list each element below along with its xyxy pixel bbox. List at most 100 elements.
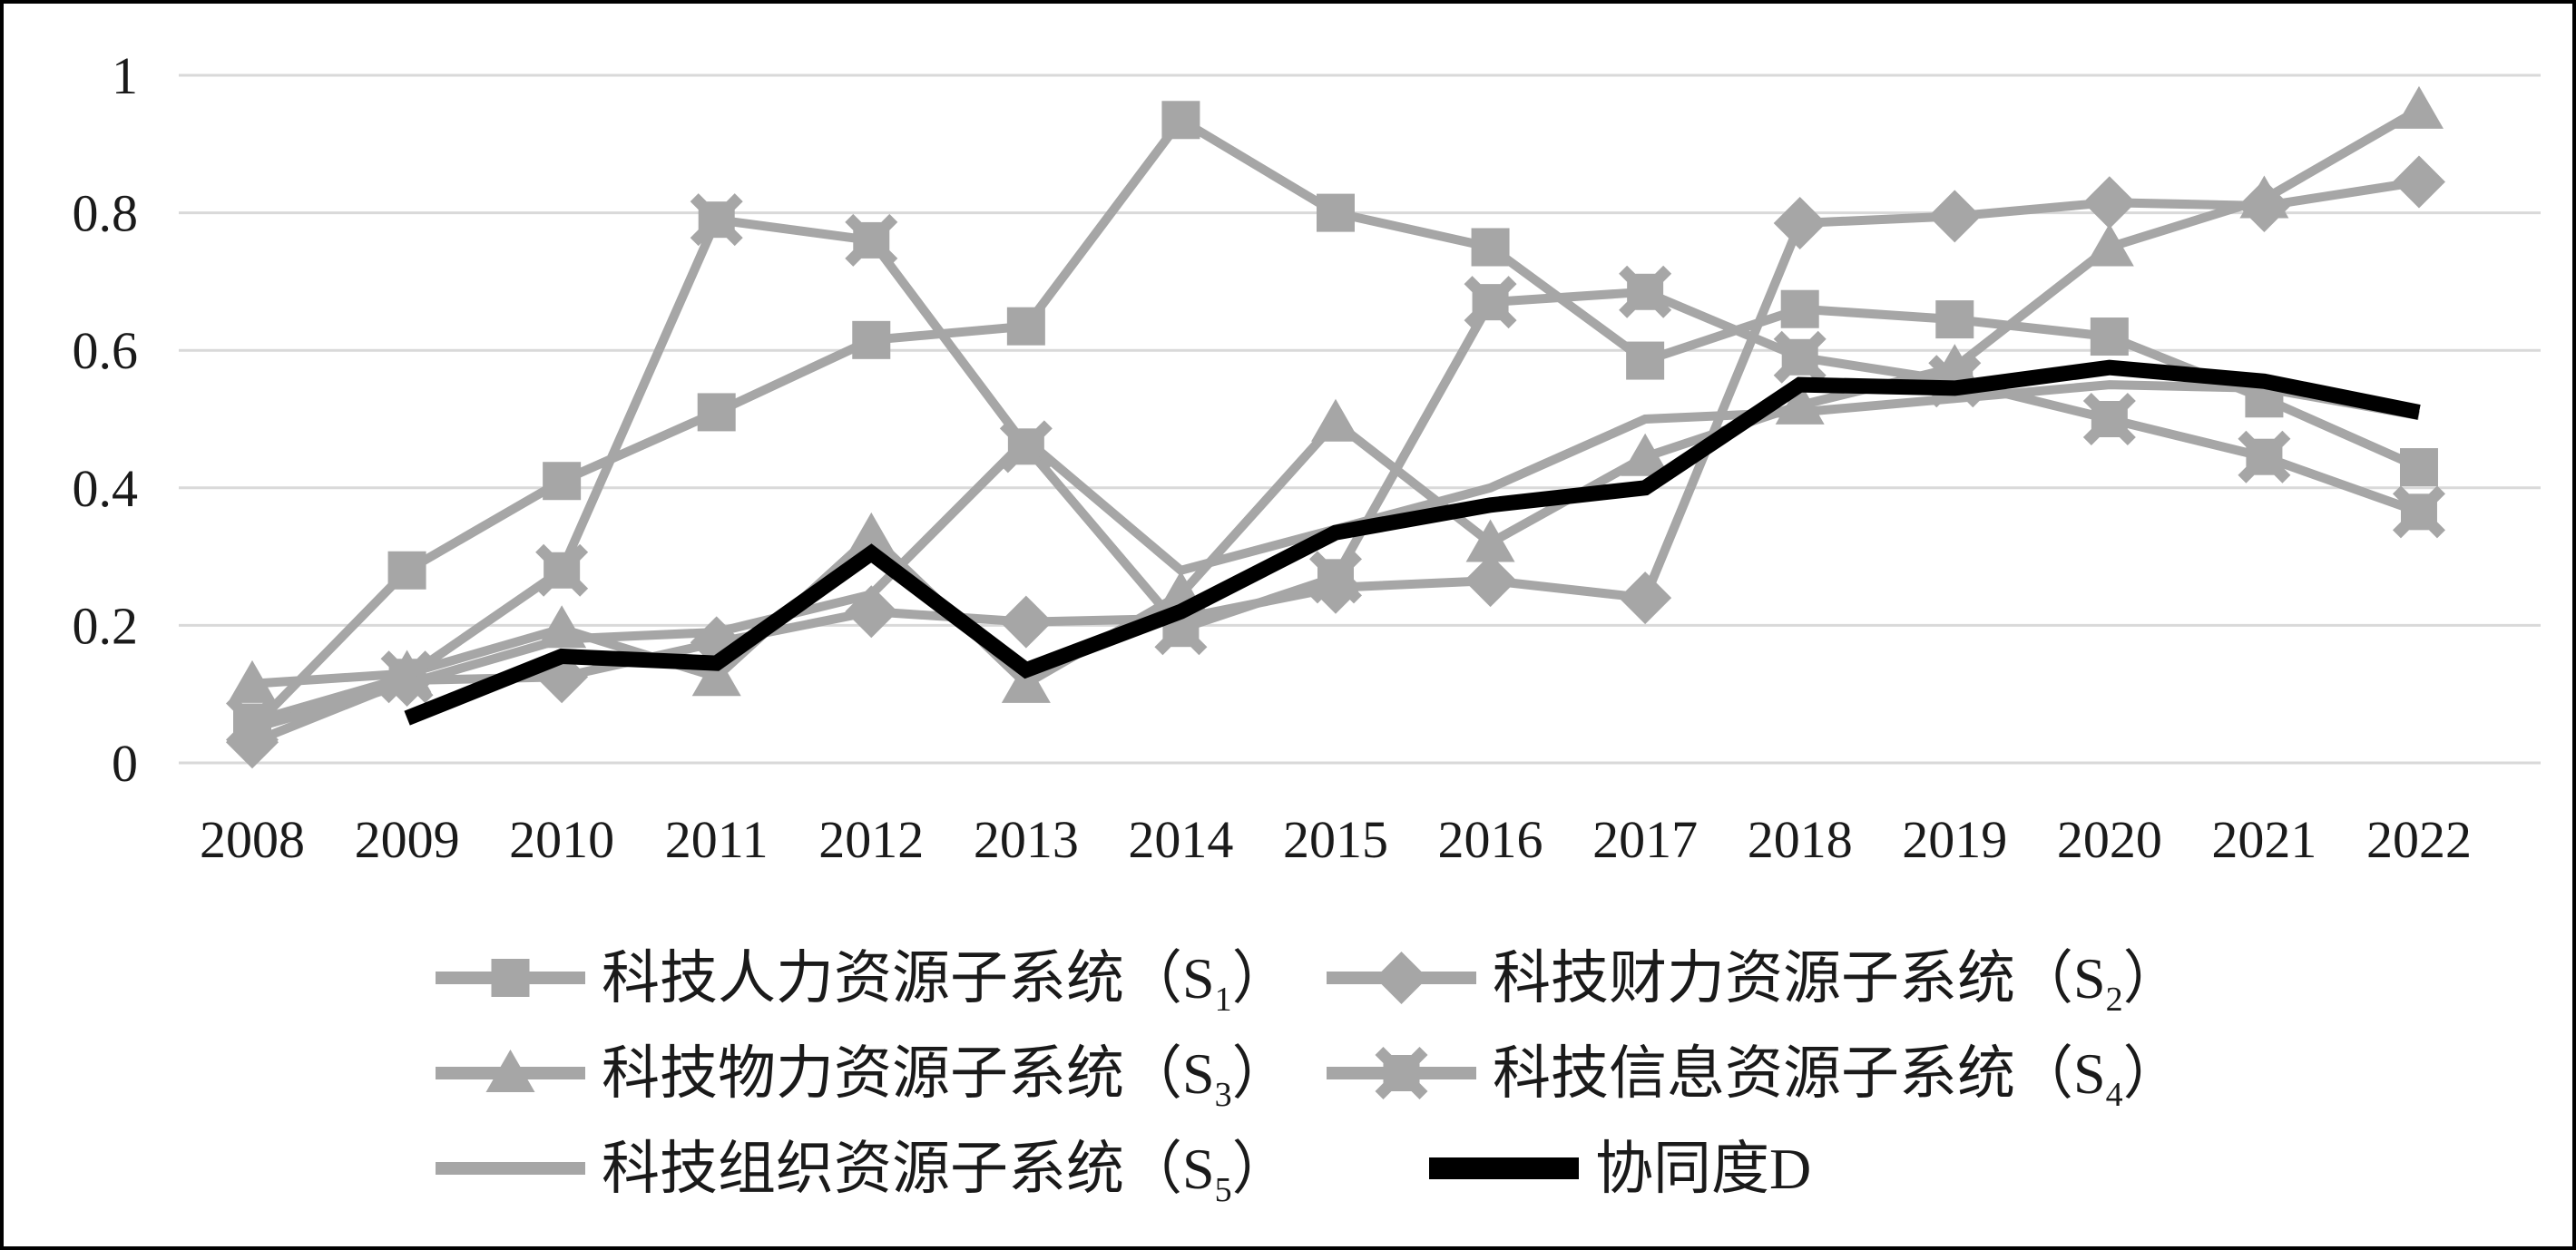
series-marker-square-ticked (2400, 493, 2437, 531)
legend-label: 科技信息资源子系统（S4） (1493, 1041, 2181, 1114)
series-marker-square-ticked (1472, 284, 1509, 321)
series-marker-corner-tick (1655, 301, 1672, 318)
series-marker-corner-tick (572, 580, 589, 597)
legend-item: 科技信息资源子系统（S4） (1327, 1041, 2181, 1114)
series-marker-corner-tick (1411, 1047, 1428, 1063)
legend-label: 科技人力资源子系统（S1） (602, 946, 1290, 1019)
legend-item: 科技财力资源子系统（S2） (1327, 946, 2181, 1019)
series-marker-corner-tick (845, 213, 862, 230)
series-marker-corner-tick (999, 420, 1016, 437)
series-marker-corner-tick (572, 543, 589, 561)
series-marker-diamond (1928, 190, 1982, 243)
series-marker-square (1006, 307, 1045, 346)
series-marker-corner-tick (1619, 265, 1636, 282)
series-marker-square (1780, 289, 1819, 328)
series-marker-corner-tick (2238, 430, 2255, 447)
series-marker-triangle (2084, 223, 2134, 267)
series-marker-triangle (228, 659, 277, 703)
series-marker-diamond (1464, 554, 1517, 608)
series-marker-corner-tick (1464, 276, 1481, 293)
series-marker-corner-tick (2274, 466, 2291, 483)
series-marker-corner-tick (2082, 429, 2100, 445)
series-marker-corner-tick (2274, 430, 2291, 447)
x-tick-label: 2009 (355, 810, 460, 869)
series-marker-corner-tick (1928, 355, 1945, 372)
series-marker-corner-tick (2238, 466, 2255, 483)
x-tick-label: 2010 (509, 810, 614, 869)
series-marker-corner-tick (1035, 420, 1053, 437)
series-marker-triangle (847, 512, 896, 555)
series-marker-diamond (1773, 196, 1827, 249)
series-marker-corner-tick (1773, 330, 1790, 347)
legend-label: 协同度D (1595, 1137, 1811, 1201)
series-marker-corner-tick (262, 731, 279, 748)
series-marker-corner-tick (690, 229, 707, 247)
series-marker-square (387, 551, 426, 590)
x-tick-label: 2013 (974, 810, 1079, 869)
series-marker-triangle (691, 653, 741, 697)
y-tick-label: 1 (112, 46, 138, 105)
series-marker-square (1471, 228, 1510, 267)
x-tick-label: 2008 (200, 810, 305, 869)
x-tick-label: 2011 (665, 810, 769, 869)
series-marker-corner-tick (1411, 1083, 1428, 1099)
series-marker-corner-tick (2392, 485, 2409, 503)
series-marker-corner-tick (690, 193, 707, 210)
series-marker-corner-tick (1308, 551, 1326, 568)
series-marker-square (543, 462, 582, 501)
series-marker-corner-tick (2119, 429, 2136, 445)
series-marker-corner-tick (2392, 522, 2409, 539)
series-marker-square (697, 393, 736, 432)
series-marker-triangle (2239, 175, 2289, 219)
series-marker-corner-tick (226, 695, 242, 712)
series-marker-corner-tick (1809, 330, 1827, 347)
series-line-6 (404, 359, 2421, 726)
series-marker-square-ticked (2091, 401, 2128, 437)
series-marker-square-ticked (2246, 438, 2283, 475)
series-marker-diamond (2082, 176, 2136, 229)
series-marker-corner-tick (845, 249, 862, 267)
series-marker-square-ticked (698, 201, 735, 239)
series-marker-corner-tick (1345, 587, 1362, 604)
legend-label: 科技财力资源子系统（S2） (1493, 946, 2181, 1019)
series-marker-square-ticked (1627, 273, 1664, 310)
series-marker-corner-tick (226, 731, 242, 748)
series-marker-corner-tick (1655, 265, 1672, 282)
series-marker-corner-tick (262, 695, 279, 712)
legend-label: 科技物力资源子系统（S3） (602, 1041, 1290, 1114)
series-marker-triangle (1310, 398, 1360, 442)
series-marker-triangle (1001, 659, 1051, 703)
series-marker-square (1316, 193, 1355, 232)
x-tick-label: 2019 (1902, 810, 2007, 869)
legend-item: 科技人力资源子系统（S1） (436, 946, 1290, 1019)
series-marker-corner-tick (881, 249, 898, 267)
series-marker-square (1626, 341, 1665, 380)
legend-item: 科技物力资源子系统（S3） (436, 1041, 1290, 1114)
series-marker-corner-tick (1345, 551, 1362, 568)
series-marker-square (2399, 448, 2438, 487)
x-tick-label: 2014 (1128, 810, 1233, 869)
series-marker-corner-tick (416, 687, 434, 704)
series-marker-corner-tick (1500, 312, 1517, 329)
series-marker-corner-tick (1154, 639, 1171, 656)
y-tick-label: 0.8 (73, 184, 139, 243)
series-marker-corner-tick (1500, 276, 1517, 293)
series-marker-corner-tick (535, 580, 553, 597)
legend-item: 协同度D (1429, 1137, 1811, 1201)
series-marker-square-ticked (1781, 338, 1818, 376)
series-marker-diamond (2392, 155, 2445, 209)
x-tick-label: 2017 (1592, 810, 1698, 869)
series-marker-corner-tick (1619, 301, 1636, 318)
y-tick-label: 0.2 (73, 596, 139, 655)
series-marker-corner-tick (416, 650, 434, 668)
series-marker-square (852, 320, 891, 359)
series-marker-diamond (1619, 571, 1672, 625)
series-marker-corner-tick (2428, 522, 2445, 539)
series-marker-corner-tick (1773, 366, 1790, 384)
series-marker-corner-tick (1464, 312, 1481, 329)
y-tick-label: 0 (112, 734, 138, 793)
x-tick-label: 2016 (1438, 810, 1543, 869)
